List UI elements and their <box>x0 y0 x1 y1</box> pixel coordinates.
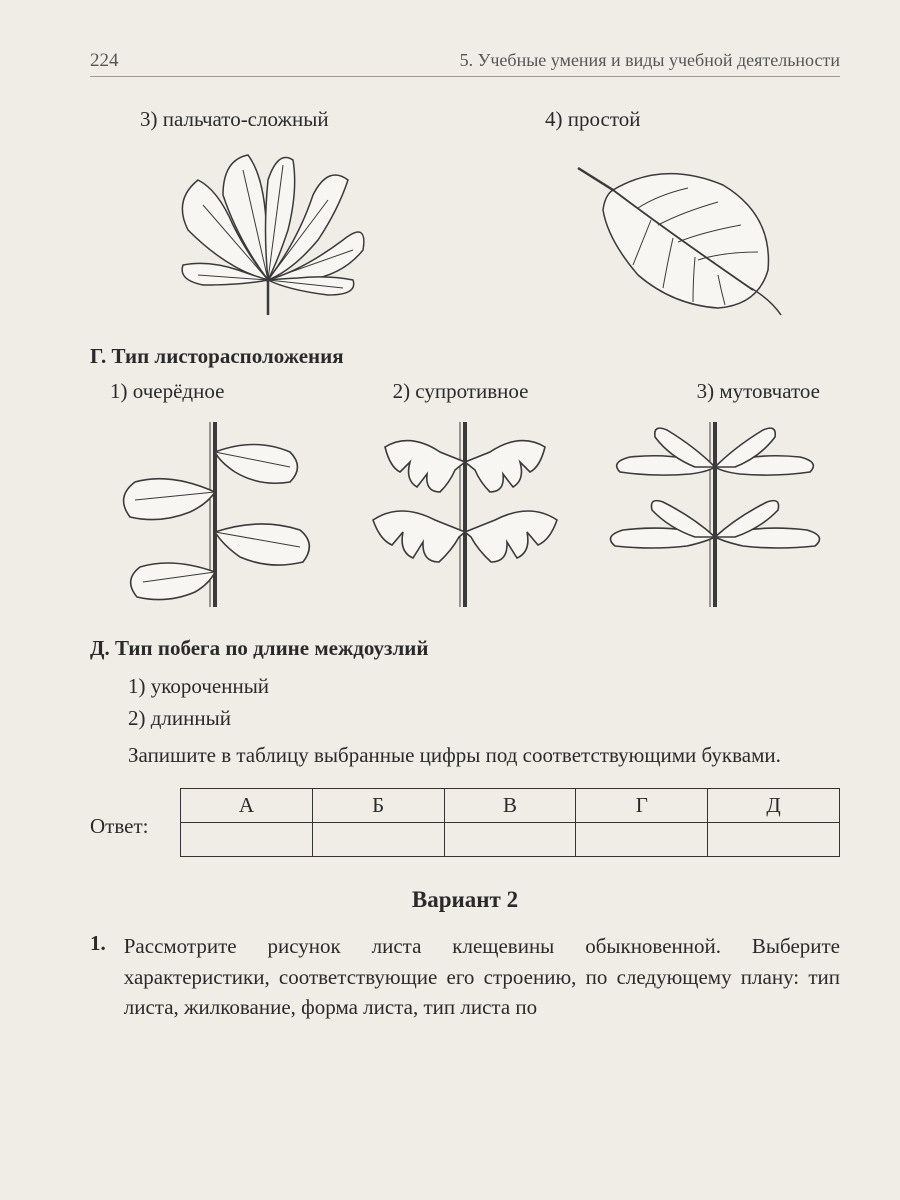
whorled-arrangement-icon <box>595 412 835 612</box>
table-header-v: В <box>444 789 576 823</box>
leaf-label-4: 4) простой <box>485 107 640 132</box>
instruction-text: Запишите в таблицу выбранные цифры под с… <box>90 740 840 770</box>
answer-label: Ответ: <box>90 788 180 839</box>
alternate-arrangement-icon <box>95 412 335 612</box>
section-g-title: Г. Тип листорасположения <box>90 344 840 369</box>
arr-label-3: 3) мутовчатое <box>697 379 820 404</box>
leaf-label-3: 3) пальчато-сложный <box>90 107 329 132</box>
simple-leaf-icon <box>523 140 803 320</box>
table-header-d: Д <box>708 789 840 823</box>
arrangement-labels: 1) очерёдное 2) супротивное 3) мутовчато… <box>90 379 840 404</box>
shoot-option-1: 1) укороченный <box>128 671 840 703</box>
variant-title: Вариант 2 <box>90 887 840 913</box>
table-header-a: А <box>181 789 313 823</box>
table-cell-a[interactable] <box>181 823 313 857</box>
chapter-title: 5. Учебные умения и виды учебной деятель… <box>460 50 840 71</box>
table-cell-d[interactable] <box>708 823 840 857</box>
table-cell-b[interactable] <box>312 823 444 857</box>
page-number: 224 <box>90 50 119 72</box>
leaf-illustrations-row: 3) пальчато-сложный <box>90 107 840 320</box>
section-d-title: Д. Тип побега по длине междоузлий <box>90 636 840 661</box>
table-cell-g[interactable] <box>576 823 708 857</box>
arr-label-1: 1) очерёдное <box>110 379 224 404</box>
table-header-b: Б <box>312 789 444 823</box>
table-cell-v[interactable] <box>444 823 576 857</box>
table-header-g: Г <box>576 789 708 823</box>
shoot-option-2: 2) длинный <box>128 703 840 735</box>
opposite-arrangement-icon <box>345 412 585 612</box>
question-number: 1. <box>90 931 106 1022</box>
arr-label-2: 2) супротивное <box>393 379 529 404</box>
palmate-leaf-icon <box>128 140 408 320</box>
question-text: Рассмотрите рисунок листа клещевины обык… <box>124 931 840 1022</box>
answer-table: А Б В Г Д <box>180 788 840 857</box>
page-header: 224 5. Учебные умения и виды учебной дея… <box>90 50 840 77</box>
answer-table-row: Ответ: А Б В Г Д <box>90 788 840 857</box>
stem-illustrations-row <box>90 412 840 612</box>
question-1: 1. Рассмотрите рисунок листа клещевины о… <box>90 931 840 1022</box>
